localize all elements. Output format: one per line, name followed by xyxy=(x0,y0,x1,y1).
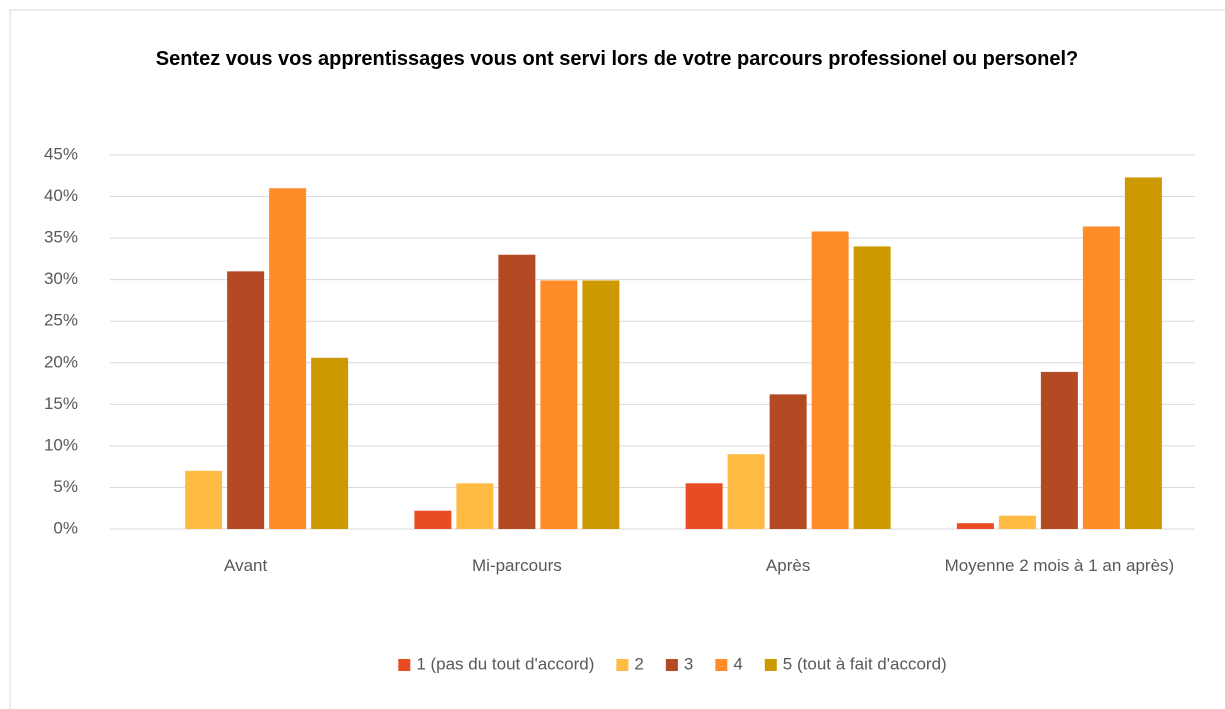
y-tick-label: 0% xyxy=(53,518,78,537)
x-tick-label: Moyenne 2 mois à 1 an après) xyxy=(945,556,1175,575)
bar xyxy=(853,246,891,529)
y-tick-label: 30% xyxy=(44,269,78,288)
x-tick-label: Après xyxy=(766,556,810,575)
bar xyxy=(769,394,807,529)
legend-label: 5 (tout à fait d'accord) xyxy=(783,654,947,673)
y-tick-label: 35% xyxy=(44,228,78,247)
y-tick-label: 10% xyxy=(44,435,78,454)
legend-swatch xyxy=(398,659,411,671)
bar xyxy=(456,483,494,529)
legend-swatch xyxy=(665,659,678,671)
legend-label: 4 xyxy=(733,654,742,673)
legend-label: 1 (pas du tout d'accord) xyxy=(416,654,594,673)
bar xyxy=(414,510,452,529)
legend-label: 2 xyxy=(634,654,643,673)
legend-swatch xyxy=(616,659,629,671)
bar xyxy=(498,254,536,529)
chart-title: Sentez vous vos apprentissages vous ont … xyxy=(156,48,1079,70)
bar xyxy=(1082,226,1120,529)
legend-label: 3 xyxy=(684,654,693,673)
y-tick-label: 25% xyxy=(44,311,78,330)
bar xyxy=(685,483,723,529)
bar xyxy=(227,271,265,529)
legend-swatch xyxy=(764,659,777,671)
bar xyxy=(185,470,223,529)
bar xyxy=(1124,177,1162,529)
bar xyxy=(1040,371,1078,529)
bar xyxy=(811,231,849,529)
legend-swatch xyxy=(715,659,728,671)
bar xyxy=(582,280,620,529)
y-tick-label: 5% xyxy=(53,477,78,496)
y-tick-label: 45% xyxy=(44,144,78,163)
x-tick-label: Avant xyxy=(224,556,267,575)
bar xyxy=(956,523,994,529)
y-tick-label: 20% xyxy=(44,352,78,371)
x-tick-label: Mi-parcours xyxy=(472,556,562,575)
y-tick-label: 15% xyxy=(44,394,78,413)
bar xyxy=(269,188,307,529)
bar xyxy=(727,454,765,529)
y-tick-label: 40% xyxy=(44,186,78,205)
bar xyxy=(540,280,578,529)
bar xyxy=(311,357,349,529)
bar xyxy=(998,515,1036,529)
